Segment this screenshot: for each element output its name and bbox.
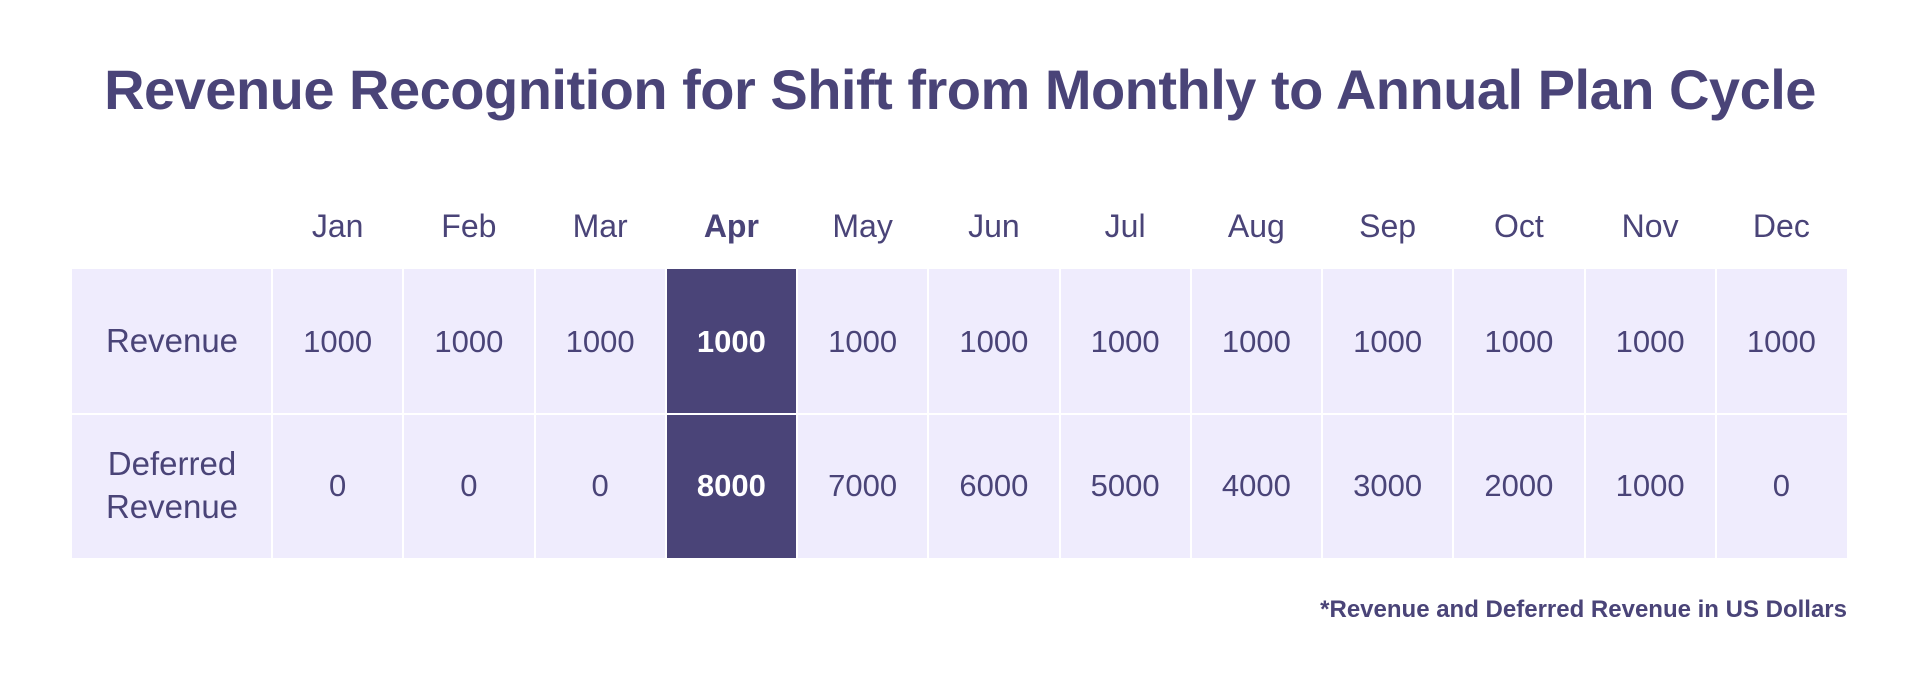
- table-cell: 3000: [1353, 468, 1423, 503]
- footnote: *Revenue and Deferred Revenue in US Doll…: [1320, 596, 1847, 623]
- table-cell: 1000: [1221, 323, 1291, 359]
- table-cell: 1000: [434, 323, 504, 359]
- table-cell: 8000: [665, 414, 797, 558]
- table-cell: 1000: [1353, 323, 1423, 359]
- column-header-feb: Feb: [441, 208, 497, 244]
- table-cell: 1000: [303, 323, 373, 359]
- column-header-sep: Sep: [1359, 208, 1417, 244]
- table-cell: 0: [1772, 468, 1790, 503]
- table-cell: 1000: [1615, 468, 1685, 503]
- row-label-1: Deferred Revenue: [105, 445, 239, 525]
- table-cell: 1000: [565, 323, 635, 359]
- column-header-oct: Oct: [1493, 208, 1544, 244]
- table-cell: 1000: [1090, 323, 1160, 359]
- table-cell: 0: [591, 468, 609, 503]
- table-cell: 1000: [665, 269, 797, 414]
- table-cell: 1000: [959, 323, 1029, 359]
- column-header-may: May: [832, 208, 893, 244]
- row-label-0: Revenue: [105, 322, 239, 360]
- grid-divider-horizontal: [72, 413, 1847, 415]
- column-header-jul: Jul: [1104, 208, 1146, 244]
- column-header-aug: Aug: [1227, 208, 1285, 244]
- table-cell: 0: [460, 468, 478, 503]
- chart-title: Revenue Recognition for Shift from Month…: [104, 58, 1816, 121]
- column-header-jan: Jan: [311, 208, 364, 244]
- column-header-dec: Dec: [1752, 208, 1810, 244]
- table-cell: 1000: [1615, 323, 1685, 359]
- table-cell: 7000: [828, 468, 898, 503]
- column-header-nov: Nov: [1621, 208, 1679, 244]
- table-cell: 6000: [959, 468, 1029, 503]
- table-cell: 4000: [1221, 468, 1291, 503]
- table-cell: 2000: [1484, 468, 1554, 503]
- column-header-mar: Mar: [572, 208, 628, 244]
- column-header-jun: Jun: [968, 208, 1020, 244]
- table-cell: 1000: [1746, 323, 1816, 359]
- table-cell: 1000: [828, 323, 898, 359]
- table-cell: 1000: [1484, 323, 1554, 359]
- table-cell: 0: [329, 468, 347, 503]
- table-cell: 5000: [1090, 468, 1160, 503]
- column-header-apr: Apr: [703, 208, 759, 244]
